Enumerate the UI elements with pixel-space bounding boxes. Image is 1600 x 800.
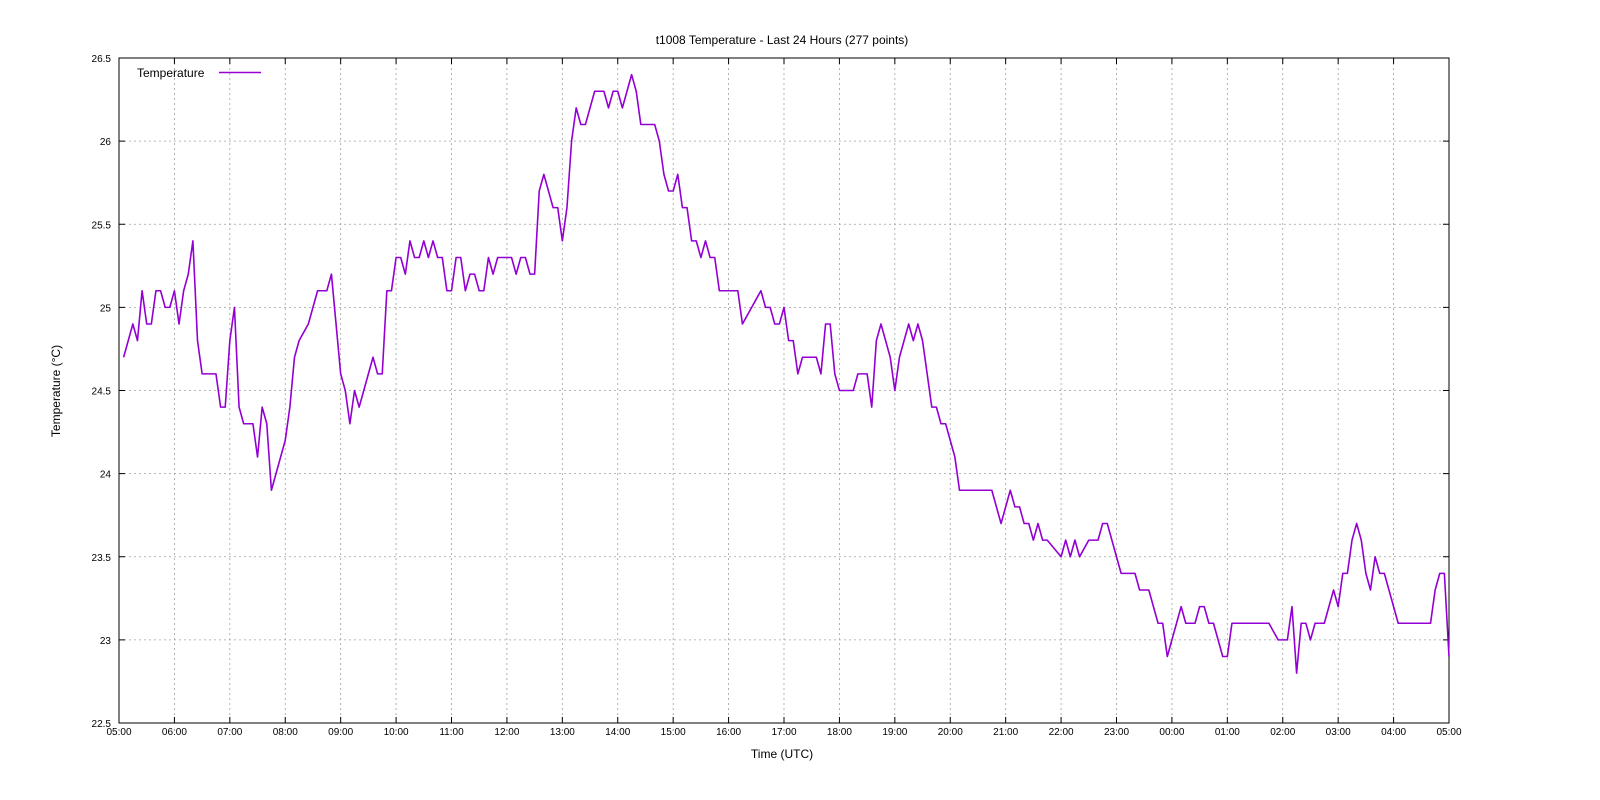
y-tick-label: 23 bbox=[100, 636, 112, 647]
y-tick-label: 23.5 bbox=[92, 553, 112, 564]
y-axis-ticks: 22.5 23 23.5 24 24.5 25 25.5 26 26.5 bbox=[92, 54, 1449, 730]
x-tick-label: 01:00 bbox=[1215, 727, 1240, 738]
x-tick-label: 19:00 bbox=[882, 727, 907, 738]
y-tick-label: 26.5 bbox=[92, 54, 112, 65]
x-tick-label: 05:00 bbox=[106, 727, 131, 738]
x-tick-label: 12:00 bbox=[494, 727, 519, 738]
x-tick-label: 20:00 bbox=[938, 727, 963, 738]
x-tick-label: 11:00 bbox=[439, 727, 464, 738]
x-axis-ticks: 05:00 06:00 07:00 08:00 09:00 10:00 11:00 12:00… bbox=[106, 58, 1462, 738]
x-tick-label: 02:00 bbox=[1270, 727, 1295, 738]
x-tick-label: 23:00 bbox=[1104, 727, 1129, 738]
x-tick-label: 21:00 bbox=[993, 727, 1018, 738]
y-tick-label: 26 bbox=[100, 137, 112, 148]
plot-frame bbox=[118, 57, 1450, 724]
x-tick-label: 00:00 bbox=[1159, 727, 1184, 738]
x-tick-label: 10:00 bbox=[384, 727, 409, 738]
x-tick-label: 03:00 bbox=[1326, 727, 1351, 738]
y-tick-label: 22.5 bbox=[92, 719, 112, 730]
grid-lines bbox=[119, 58, 1449, 723]
legend: Temperature bbox=[137, 66, 261, 80]
x-tick-label: 07:00 bbox=[217, 727, 242, 738]
chart-title: t1008 Temperature - Last 24 Hours (277 p… bbox=[656, 33, 909, 47]
legend-label: Temperature bbox=[137, 66, 205, 80]
x-tick-label: 05:00 bbox=[1436, 727, 1461, 738]
x-tick-label: 06:00 bbox=[162, 727, 187, 738]
x-axis-label: Time (UTC) bbox=[751, 747, 813, 761]
x-tick-label: 16:00 bbox=[716, 727, 741, 738]
y-tick-label: 25.5 bbox=[92, 220, 112, 231]
x-tick-label: 17:00 bbox=[771, 727, 796, 738]
x-tick-label: 09:00 bbox=[328, 727, 353, 738]
y-tick-label: 24 bbox=[100, 470, 112, 481]
x-tick-label: 18:00 bbox=[827, 727, 852, 738]
x-tick-label: 04:00 bbox=[1381, 727, 1406, 738]
y-tick-label: 25 bbox=[100, 303, 112, 314]
y-axis-label: Temperature (°C) bbox=[49, 345, 63, 437]
temperature-series-line bbox=[122, 73, 1450, 674]
x-tick-label: 15:00 bbox=[661, 727, 686, 738]
x-tick-label: 08:00 bbox=[273, 727, 298, 738]
x-tick-label: 22:00 bbox=[1049, 727, 1074, 738]
y-tick-label: 24.5 bbox=[92, 387, 112, 398]
x-tick-label: 13:00 bbox=[550, 727, 575, 738]
x-tick-label: 14:00 bbox=[605, 727, 630, 738]
